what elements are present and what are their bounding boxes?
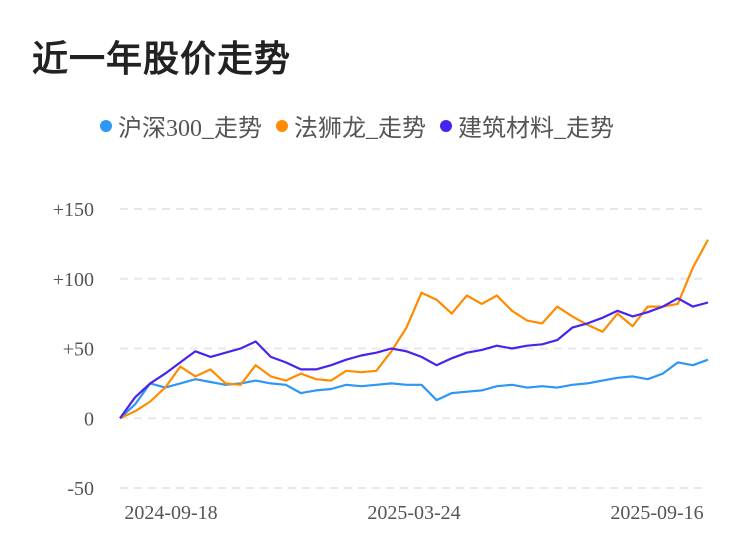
x-tick-label: 2024-09-18 [124, 502, 217, 524]
legend-label: 建筑材料_走势 [458, 116, 614, 142]
page-title: 近一年股价走势 [32, 39, 292, 80]
y-tick-label: +50 [63, 339, 94, 361]
legend-item-falshilong[interactable]: 法狮龙_走势 [276, 108, 426, 143]
x-tick-label: 2025-09-16 [610, 502, 703, 524]
series-line-2 [119, 297, 709, 419]
y-tick-label: -50 [67, 478, 94, 500]
legend-dot [100, 119, 112, 132]
y-tick-label: +100 [53, 269, 94, 291]
chart-legend: 沪深300_走势 法狮龙_走势 建筑材料_走势 [100, 108, 614, 143]
legend-label: 法狮龙_走势 [294, 116, 426, 142]
legend-dot [440, 119, 452, 132]
legend-dot [276, 119, 288, 132]
y-tick-label: 0 [84, 408, 94, 430]
y-tick-label: +150 [53, 199, 94, 221]
legend-label: 沪深300_走势 [118, 116, 262, 142]
legend-item-csi300[interactable]: 沪深300_走势 [100, 108, 262, 143]
legend-item-building-materials[interactable]: 建筑材料_走势 [440, 108, 614, 143]
x-tick-label: 2025-03-24 [367, 502, 460, 524]
series-line-1 [119, 239, 709, 420]
series-line-0 [119, 358, 709, 420]
